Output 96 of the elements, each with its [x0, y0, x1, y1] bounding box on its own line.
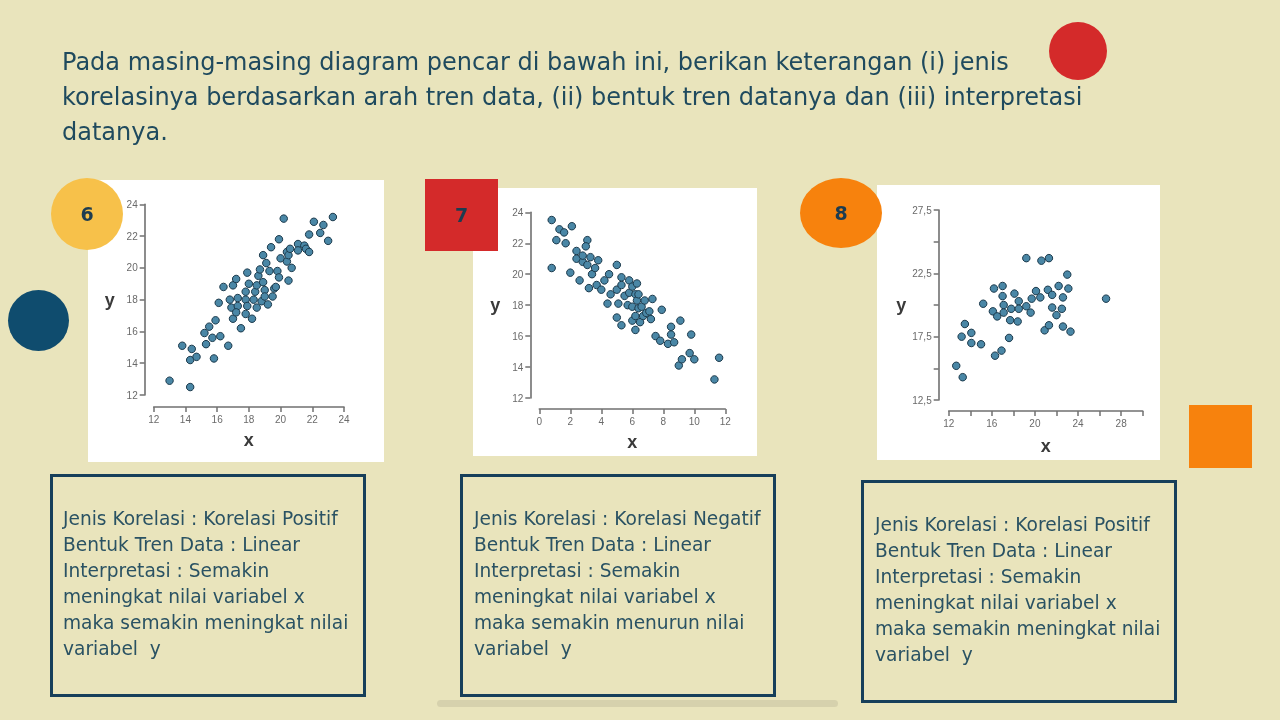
point — [1022, 302, 1031, 311]
point — [1058, 322, 1068, 331]
point — [976, 340, 986, 349]
x-tick-label: 24 — [1072, 417, 1085, 429]
x-tick-label: 12 — [943, 417, 955, 429]
point — [1014, 296, 1024, 306]
x-tick-label: 2 — [567, 415, 574, 427]
x-tick-label: 12 — [719, 415, 732, 427]
y-axis-title: y — [104, 289, 115, 310]
y-tick-label: 14 — [126, 357, 139, 369]
point — [1047, 303, 1057, 312]
x-tick-label: 24 — [338, 413, 350, 425]
point — [1044, 321, 1054, 330]
y-axis-title: y — [896, 295, 907, 315]
x-tick-label: 14 — [179, 413, 192, 425]
text: Interpretasi : Semakin meningkat nilai variabel x maka semakin meningkat nilai variabel y — [875, 565, 1162, 667]
point — [999, 308, 1008, 317]
point — [967, 338, 976, 348]
y-tick-label: 16 — [512, 330, 524, 342]
point — [1010, 289, 1019, 298]
x-axis-title: x — [627, 432, 638, 452]
x-tick-label: 18 — [243, 413, 255, 425]
point — [1026, 308, 1035, 317]
y-tick-label: 22,5 — [912, 267, 933, 279]
text: Interpretasi : Semakin meningkat nilai variabel x maka semakin menurun nilai variabel y — [474, 559, 746, 661]
point — [1057, 304, 1067, 314]
point — [1054, 281, 1063, 291]
text: Pada masing-masing diagram pencar di bawah ini, berikan keterangan (i) jenis korelasinya berdasarkan arah tren data, (ii) bentuk tren datanya dan (iii) interpretasi datanya. — [62, 47, 1084, 148]
y-tick-label: 12,5 — [912, 394, 933, 406]
point — [998, 291, 1007, 301]
point — [1014, 304, 1024, 314]
y-tick-label: 12 — [126, 389, 139, 401]
point — [1066, 327, 1075, 336]
x-tick-label: 10 — [688, 415, 701, 427]
point — [957, 332, 966, 341]
point — [1064, 284, 1073, 293]
x-tick-label: 28 — [1115, 417, 1128, 429]
y-tick-label: 18 — [126, 294, 139, 306]
y-tick-label: 24 — [126, 198, 139, 210]
x-tick-label: 20 — [1029, 417, 1041, 429]
point — [992, 312, 1002, 321]
y-tick-label: 22 — [512, 237, 524, 249]
x-tick-label: 22 — [306, 413, 319, 425]
x-axis-title: x — [243, 430, 254, 450]
point — [978, 299, 988, 308]
point — [1037, 256, 1046, 265]
x-tick-label: 6 — [629, 415, 636, 427]
point — [998, 281, 1007, 291]
point — [1006, 304, 1016, 314]
point — [1027, 294, 1036, 303]
point — [1005, 315, 1015, 325]
point — [1031, 286, 1041, 296]
y-tick-label: 14 — [512, 361, 524, 373]
y-tick-label: 24 — [512, 206, 524, 218]
point — [1044, 253, 1054, 263]
point — [1058, 293, 1068, 302]
y-tick-label: 20 — [512, 268, 524, 280]
text: Bentuk Tren Data : Linear — [63, 533, 301, 557]
point — [1013, 317, 1022, 326]
point — [1101, 294, 1111, 303]
x-tick-label: 0 — [536, 415, 543, 427]
y-tick-label: 18 — [512, 299, 524, 311]
x-axis-title: x — [1040, 436, 1051, 456]
x-tick-label: 12 — [148, 413, 160, 425]
point — [1063, 270, 1072, 279]
x-tick-label: 8 — [660, 415, 667, 427]
point — [1036, 293, 1045, 302]
text: Jenis Korelasi : Korelasi Positif — [875, 513, 1152, 537]
point — [1047, 290, 1057, 300]
point — [960, 319, 970, 329]
text: Jenis Korelasi : Korelasi Negatif — [474, 507, 762, 531]
point — [997, 346, 1006, 355]
point — [1004, 333, 1014, 343]
x-tick-label: 20 — [275, 413, 287, 425]
point — [952, 361, 961, 371]
text: Bentuk Tren Data : Linear — [875, 539, 1113, 563]
point — [1052, 310, 1061, 320]
x-tick-label: 4 — [598, 415, 605, 427]
y-tick-label: 27,5 — [912, 204, 933, 216]
y-tick-label: 12 — [512, 392, 524, 404]
x-tick-label: 16 — [986, 417, 998, 429]
point — [999, 300, 1008, 310]
text: Bentuk Tren Data : Linear — [474, 533, 712, 557]
y-axis-title: y — [490, 295, 501, 316]
y-tick-label: 22 — [126, 230, 139, 242]
point — [1022, 253, 1031, 263]
x-tick-label: 16 — [211, 413, 224, 425]
text: Interpretasi : Semakin meningkat nilai variabel x maka semakin meningkat nilai variabel y — [63, 559, 350, 661]
y-tick-label: 16 — [126, 325, 139, 337]
point — [967, 328, 976, 338]
y-tick-label: 20 — [126, 262, 139, 274]
point — [990, 351, 1000, 360]
point — [989, 284, 999, 293]
point — [958, 372, 967, 382]
y-tick-label: 17,5 — [912, 331, 933, 343]
text: Jenis Korelasi : Korelasi Positif — [63, 507, 340, 531]
